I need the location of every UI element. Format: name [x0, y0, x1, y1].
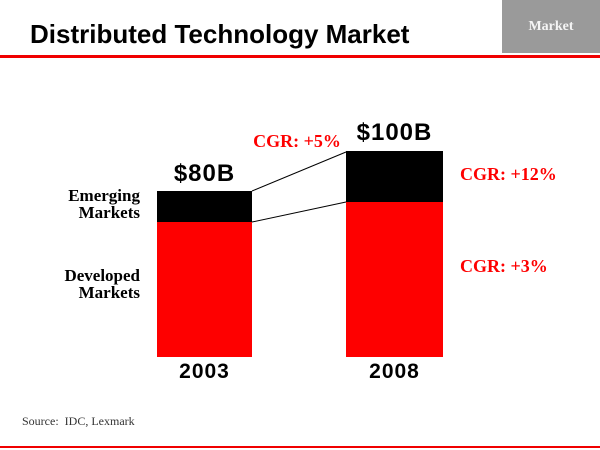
section-tab-label: Market: [528, 18, 574, 34]
emerging-markets-label: Emerging Markets: [68, 186, 140, 222]
total-label-2008: $100B: [356, 119, 433, 146]
cgr-emerging-annotation: CGR: +12%: [460, 164, 557, 184]
segment-boundary-connector-line: [251, 201, 347, 223]
section-tab: Market: [502, 0, 600, 53]
top-connector-line: [251, 151, 347, 192]
developed-markets-label: Developed Markets: [64, 266, 140, 302]
bar-2008-emerging-segment: [346, 151, 443, 202]
cgr-total-annotation: CGR: +5%: [253, 131, 341, 151]
page-title: Distributed Technology Market: [30, 19, 410, 49]
axis-label-2003: 2003: [179, 360, 230, 383]
axis-label-2008: 2008: [369, 360, 420, 383]
bar-2008-developed-segment: [346, 202, 443, 357]
bar-2003: [157, 191, 252, 357]
bottom-rule: [0, 446, 600, 448]
bar-2003-emerging-segment: [157, 191, 252, 222]
title-rule: [0, 55, 600, 58]
source-note: Source: IDC, Lexmark: [22, 414, 135, 428]
cgr-developed-annotation: CGR: +3%: [460, 256, 548, 276]
total-label-2003: $80B: [173, 160, 236, 187]
bar-2003-developed-segment: [157, 222, 252, 357]
bar-2008: [346, 151, 443, 357]
